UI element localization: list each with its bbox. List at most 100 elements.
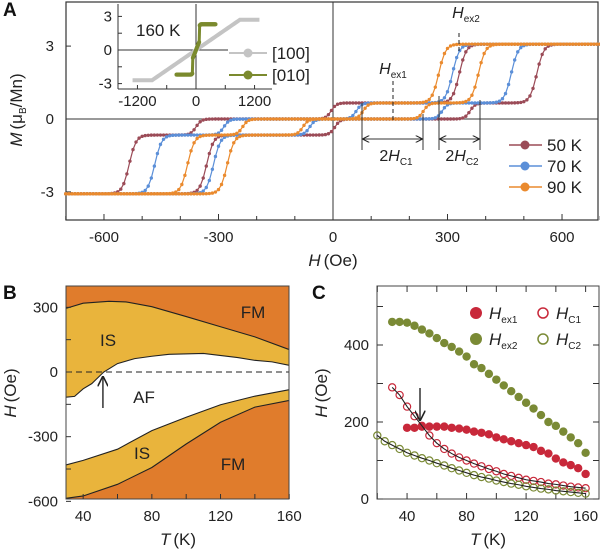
loop-point bbox=[170, 133, 175, 138]
loop-point bbox=[516, 50, 520, 54]
loop-point bbox=[418, 117, 422, 121]
loop-point bbox=[198, 192, 202, 196]
loop-point bbox=[403, 117, 407, 121]
loop-point bbox=[137, 136, 141, 140]
loop-point bbox=[180, 133, 184, 137]
inset-x-tick-label: 0 bbox=[192, 93, 200, 110]
loop-point bbox=[305, 117, 309, 121]
loop-point bbox=[311, 133, 315, 137]
loop-point bbox=[415, 101, 419, 105]
y-tick-label: 3 bbox=[46, 38, 54, 55]
data-point bbox=[462, 425, 471, 434]
loop-point bbox=[461, 42, 465, 46]
loop-point bbox=[128, 159, 132, 163]
loop-point bbox=[470, 93, 474, 97]
loop-point bbox=[418, 113, 422, 118]
loop-point bbox=[125, 172, 129, 176]
data-point bbox=[410, 321, 419, 330]
loop-point bbox=[299, 132, 303, 137]
boundary-lower-is-fm bbox=[65, 399, 290, 499]
loop-point bbox=[531, 42, 535, 46]
loop-point bbox=[341, 101, 346, 105]
panel-letter-b: B bbox=[3, 283, 17, 304]
loop-point bbox=[546, 42, 550, 46]
loop-point bbox=[458, 116, 462, 121]
loop-point bbox=[561, 42, 566, 46]
loop-point bbox=[384, 117, 389, 121]
loop-point bbox=[299, 128, 303, 132]
data-point bbox=[484, 430, 494, 439]
hc1-label-prefix: 2 bbox=[379, 148, 388, 165]
data-point bbox=[462, 456, 471, 465]
loop-point bbox=[335, 117, 340, 121]
data-point bbox=[402, 318, 412, 327]
loop-point bbox=[232, 117, 236, 122]
loop-point bbox=[207, 178, 212, 183]
loop-point bbox=[305, 133, 309, 137]
hc2-label-sub: C2 bbox=[466, 157, 479, 168]
loop-point bbox=[522, 99, 526, 104]
data-point bbox=[432, 438, 442, 448]
hc1-label-main: H bbox=[388, 148, 400, 165]
x-axis-title-unit: (K) bbox=[483, 530, 506, 549]
loop-point bbox=[421, 100, 425, 105]
series-ex2 bbox=[387, 317, 590, 457]
loop-point bbox=[558, 42, 563, 46]
legend-label-sub: C2 bbox=[568, 341, 581, 352]
loop-point bbox=[351, 101, 355, 105]
loop-point bbox=[442, 96, 447, 100]
loop-point bbox=[387, 101, 392, 105]
loop-point bbox=[222, 173, 227, 178]
loop-point bbox=[131, 147, 135, 152]
y-axis-title-unit: (Oe) bbox=[312, 368, 331, 402]
loop-point bbox=[192, 141, 196, 145]
data-point bbox=[492, 467, 501, 476]
loop-point bbox=[213, 190, 218, 194]
region-label-is-top: IS bbox=[100, 331, 116, 350]
loop-point bbox=[189, 192, 193, 196]
y-axis-title: M (μB/Mn) bbox=[7, 73, 29, 146]
boundary-upper-is-af bbox=[65, 352, 290, 398]
hc2-label: 2HC2 bbox=[445, 148, 479, 168]
hex1-label: Hex1 bbox=[379, 61, 407, 81]
loop-point bbox=[158, 192, 163, 196]
loop-point bbox=[458, 70, 462, 74]
loop-point bbox=[225, 117, 230, 121]
loop-point bbox=[64, 192, 68, 196]
data-point bbox=[499, 381, 508, 390]
loop-point bbox=[454, 101, 459, 105]
x-axis-title-var: T bbox=[470, 530, 482, 549]
loop-point bbox=[332, 125, 337, 130]
loop-point bbox=[497, 99, 502, 103]
loop-point bbox=[464, 114, 468, 118]
data-point bbox=[492, 433, 501, 442]
data-point bbox=[425, 431, 434, 440]
loop-point bbox=[161, 133, 166, 137]
loop-point bbox=[192, 133, 196, 137]
x-tick-label: 40 bbox=[75, 508, 92, 525]
loop-point bbox=[589, 42, 593, 46]
loop-point bbox=[448, 44, 453, 48]
loop-point bbox=[519, 42, 523, 46]
loop-point bbox=[201, 189, 205, 193]
loop-point bbox=[192, 128, 196, 132]
loop-point bbox=[503, 91, 508, 96]
data-point bbox=[417, 325, 427, 334]
loop-point bbox=[216, 144, 221, 148]
loop-point bbox=[445, 46, 450, 51]
loop-point bbox=[445, 117, 450, 121]
loop-point bbox=[244, 117, 248, 121]
loop-point bbox=[363, 101, 367, 106]
loop-point bbox=[503, 42, 508, 46]
data-point bbox=[469, 360, 479, 369]
y-axis-title-unit: (μ bbox=[7, 114, 26, 129]
loop-point bbox=[106, 192, 111, 196]
loop-point bbox=[436, 117, 441, 121]
loop-point bbox=[195, 188, 199, 193]
loop-point bbox=[140, 192, 144, 196]
loop-point bbox=[271, 117, 276, 121]
loop-point bbox=[265, 117, 270, 121]
loop-point bbox=[100, 192, 105, 196]
loop-point bbox=[91, 192, 95, 196]
loop-point bbox=[372, 101, 376, 105]
